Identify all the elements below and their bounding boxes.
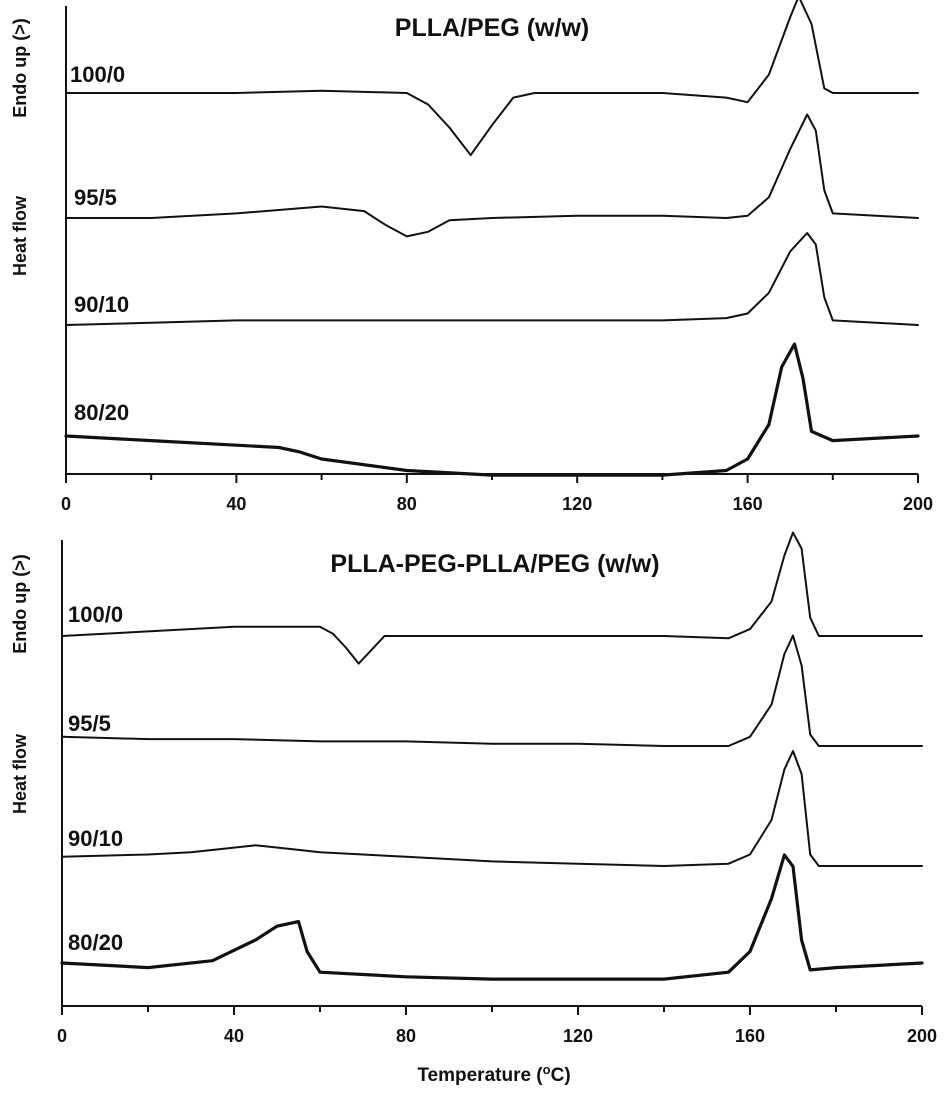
panel2-ylabel-endoup: Endo up (>) bbox=[10, 554, 30, 653]
panel2-label-90-10: 90/10 bbox=[68, 826, 123, 851]
x-tick-label: 40 bbox=[224, 1026, 244, 1046]
x-tick-label: 120 bbox=[563, 1026, 593, 1046]
panel2-label-100-0: 100/0 bbox=[68, 602, 123, 627]
trace-90-10 bbox=[65, 232, 919, 326]
panel2-x-ticks: 0 40 80 120 160 200 bbox=[57, 1006, 937, 1046]
panel2-traces bbox=[60, 531, 924, 981]
trace-90-10 bbox=[61, 750, 923, 867]
panel1-traces bbox=[64, 0, 920, 477]
panel1-label-100-0: 100/0 bbox=[70, 62, 125, 87]
x-tick-label: 0 bbox=[57, 1026, 67, 1046]
panel2-label-95-5: 95/5 bbox=[68, 711, 111, 736]
x-tick-label: 160 bbox=[735, 1026, 765, 1046]
panel1-label-80-20: 80/20 bbox=[74, 400, 129, 425]
panel2-x-axis-title: Temperature (oC) bbox=[417, 1062, 570, 1086]
panel2-label-80-20: 80/20 bbox=[68, 930, 123, 955]
trace-95-5 bbox=[61, 634, 923, 747]
x-tick-label: 200 bbox=[907, 1026, 937, 1046]
x-tick-label: 120 bbox=[562, 494, 592, 514]
x-tick-label: 0 bbox=[61, 494, 71, 514]
panel1-title: PLLA/PEG (w/w) bbox=[395, 14, 589, 42]
x-tick-label: 40 bbox=[226, 494, 246, 514]
x-tick-label: 160 bbox=[733, 494, 763, 514]
trace-100-0 bbox=[61, 531, 923, 665]
x-tick-label: 200 bbox=[903, 494, 933, 514]
panel1-label-90-10: 90/10 bbox=[74, 292, 129, 317]
panel1-label-95-5: 95/5 bbox=[74, 185, 117, 210]
panel2-title: PLLA-PEG-PLLA/PEG (w/w) bbox=[330, 550, 659, 578]
panel1-ylabel-heatflow: Heat flow bbox=[10, 195, 30, 276]
panel1-ylabel-endoup: Endo up (>) bbox=[10, 18, 30, 117]
panel-plla-peg-plla-peg: PLLA-PEG-PLLA/PEG (w/w) Heat flow Endo u… bbox=[10, 531, 937, 1086]
trace-80-20 bbox=[64, 342, 920, 477]
panel-plla-peg: PLLA/PEG (w/w) Heat flow Endo up (>) 0 40… bbox=[10, 0, 933, 514]
panel1-x-ticks: 0 40 80 120 160 200 bbox=[61, 474, 933, 514]
x-tick-label: 80 bbox=[397, 494, 417, 514]
trace-80-20 bbox=[60, 853, 924, 981]
x-tick-label: 80 bbox=[396, 1026, 416, 1046]
trace-95-5 bbox=[65, 113, 919, 238]
panel2-ylabel-heatflow: Heat flow bbox=[10, 733, 30, 814]
trace-100-0 bbox=[65, 0, 919, 157]
